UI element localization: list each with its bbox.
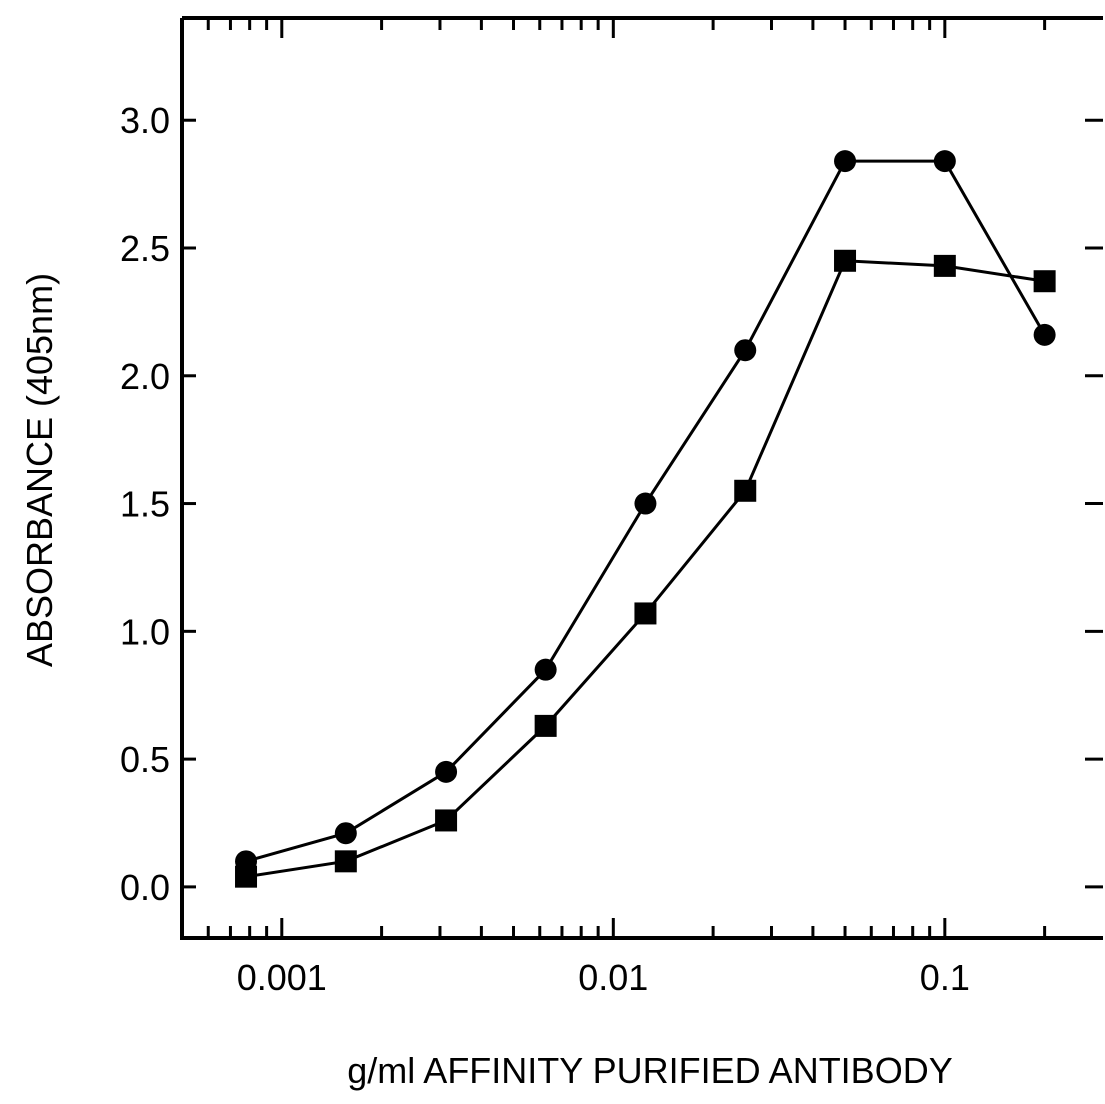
axes [180,16,1103,940]
series-line [245,259,1045,879]
square-point [235,865,258,888]
circle-point [734,339,757,362]
square-point [933,254,956,277]
tick-marks: 0.0 0.5 1.0 1.5 2.0 2.5 3.0 0.001 0.01 0.1 [120,18,1103,998]
circle-point [534,658,557,681]
circle-point [634,492,657,515]
y-tick-label: 1.5 [120,484,170,525]
x-axis-title: g/ml AFFINITY PURIFIED ANTIBODY [347,1050,952,1091]
x-tick-label: 0.1 [920,957,970,998]
square-point [1033,270,1056,293]
square-point [634,602,657,625]
circle-point [435,760,458,783]
y-tick-label: 1.0 [120,611,170,652]
circle-point [1033,323,1056,346]
series-circles [235,150,1056,873]
y-tick-label: 0.0 [120,867,170,908]
y-tick-label: 2.5 [120,228,170,269]
y-tick-label: 2.0 [120,356,170,397]
square-point [834,249,857,272]
x-tick-label: 0.001 [237,957,327,998]
y-axis-title: ABSORBANCE (405nm) [19,273,60,667]
y-tick-label: 0.5 [120,739,170,780]
circle-point [933,150,956,173]
square-point [334,850,357,873]
x-tick-label: 0.01 [578,957,648,998]
data-series [235,150,1056,888]
circle-point [334,822,357,845]
square-point [435,809,458,832]
series-squares [235,249,1056,888]
y-tick-label: 3.0 [120,100,170,141]
square-point [534,714,557,737]
square-point [734,479,757,502]
circle-point [834,150,857,173]
